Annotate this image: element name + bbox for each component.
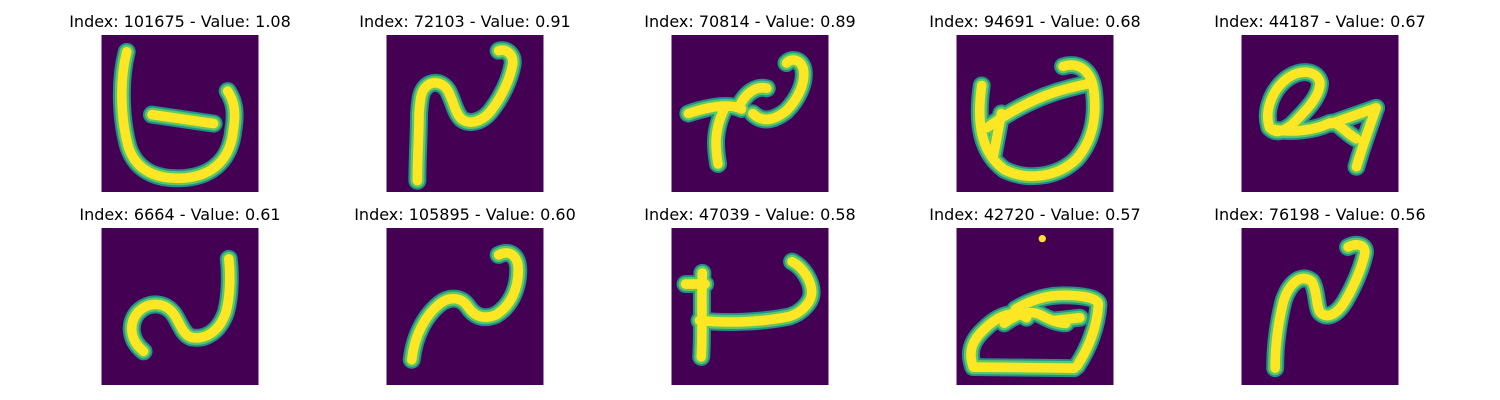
glyph-image — [1241, 228, 1399, 385]
glyph-image — [386, 228, 544, 385]
glyph-image — [671, 35, 829, 192]
panel-title: Index: 76198 - Value: 0.56 — [1214, 205, 1426, 224]
panel-2: Index: 72103 - Value: 0.91 — [315, 0, 615, 192]
glyph-image — [101, 35, 259, 192]
panel-8: Index: 47039 - Value: 0.58 — [600, 193, 900, 385]
glyph-image — [386, 35, 544, 192]
panel-7: Index: 105895 - Value: 0.60 — [315, 193, 615, 385]
panel-5: Index: 44187 - Value: 0.67 — [1170, 0, 1470, 192]
panel-title: Index: 101675 - Value: 1.08 — [69, 12, 291, 31]
glyph-image — [671, 228, 829, 385]
panel-1: Index: 101675 - Value: 1.08 — [30, 0, 330, 192]
panel-title: Index: 72103 - Value: 0.91 — [359, 12, 571, 31]
glyph-image — [1241, 35, 1399, 192]
panel-6: Index: 6664 - Value: 0.61 — [30, 193, 330, 385]
panel-4: Index: 94691 - Value: 0.68 — [885, 0, 1185, 192]
panel-title: Index: 105895 - Value: 0.60 — [354, 205, 576, 224]
panel-title: Index: 44187 - Value: 0.67 — [1214, 12, 1426, 31]
panel-title: Index: 94691 - Value: 0.68 — [929, 12, 1141, 31]
panel-10: Index: 76198 - Value: 0.56 — [1170, 193, 1470, 385]
panel-title: Index: 47039 - Value: 0.58 — [644, 205, 856, 224]
panel-9: Index: 42720 - Value: 0.57 — [885, 193, 1185, 385]
panel-title: Index: 70814 - Value: 0.89 — [644, 12, 856, 31]
glyph-image — [956, 35, 1114, 192]
panel-title: Index: 42720 - Value: 0.57 — [929, 205, 1141, 224]
panel-title: Index: 6664 - Value: 0.61 — [79, 205, 281, 224]
glyph-image — [101, 228, 259, 385]
panel-3: Index: 70814 - Value: 0.89 — [600, 0, 900, 192]
glyph-image — [956, 228, 1114, 385]
